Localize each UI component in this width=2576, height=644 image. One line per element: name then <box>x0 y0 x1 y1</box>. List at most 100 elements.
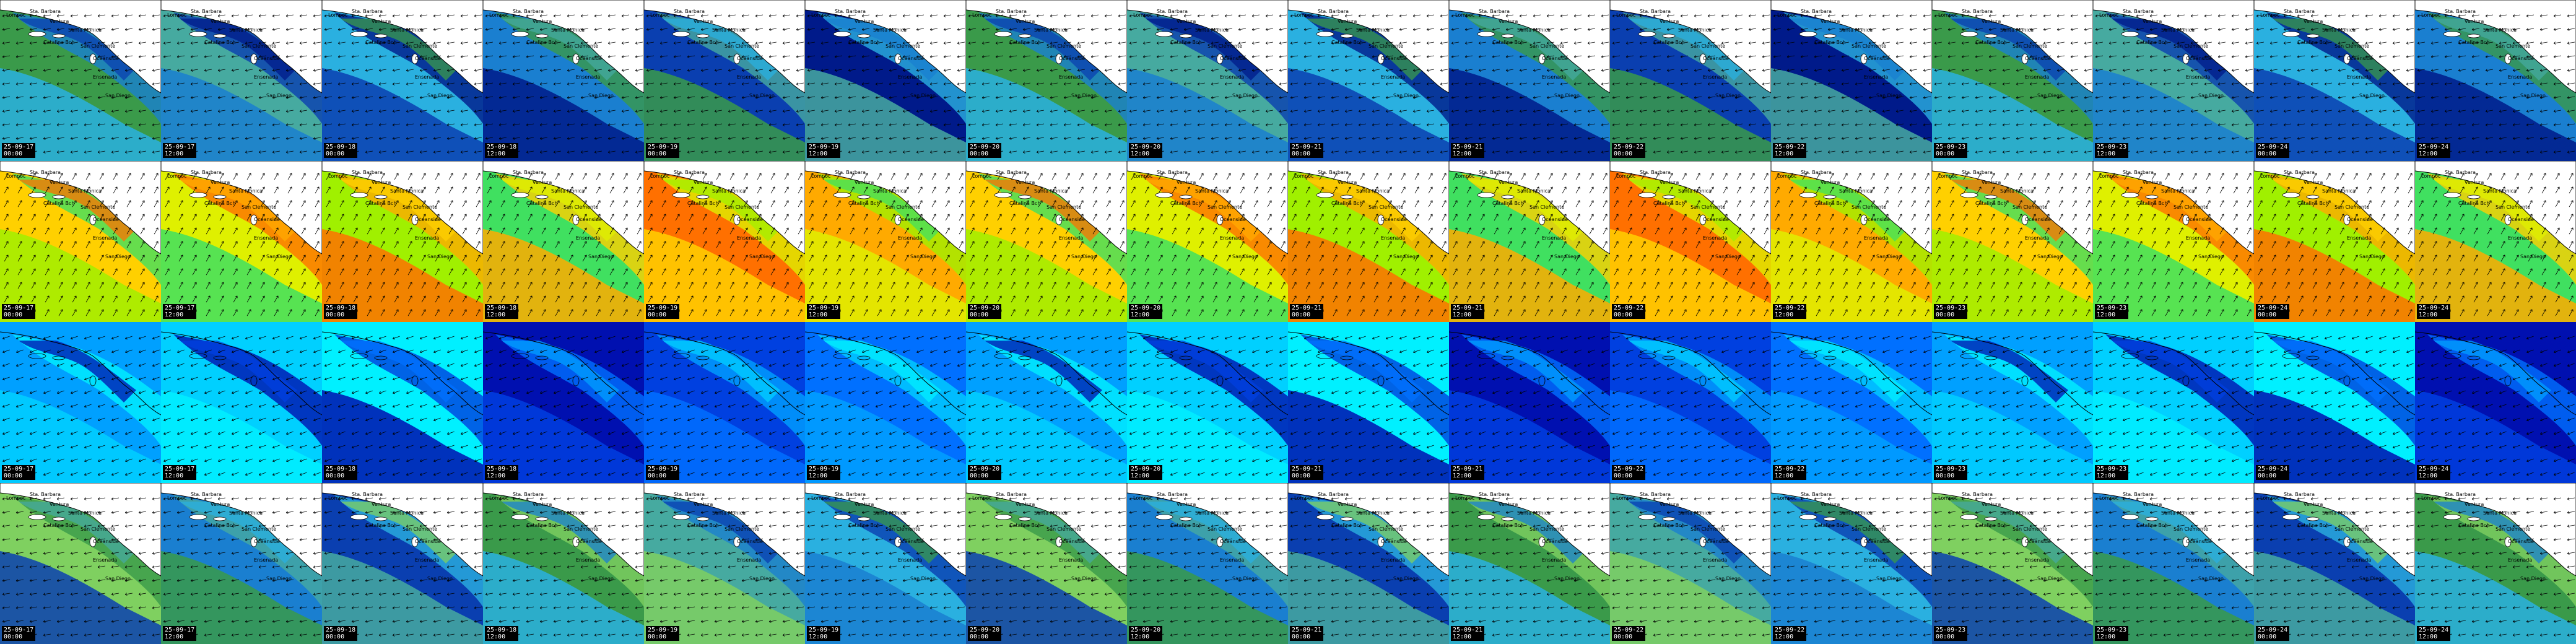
map-field <box>2254 161 2415 322</box>
place-label: Ensenada <box>254 235 278 241</box>
map-field <box>483 483 644 644</box>
place-label: San Clemente <box>1046 526 1081 532</box>
place-label: Ensenada <box>1381 557 1405 563</box>
place-label: Oceanside <box>576 217 602 222</box>
place-label: Ventura <box>2143 502 2162 507</box>
timestamp-label: 25-09-20 00:00 <box>968 304 1002 319</box>
timestamp-date: 25-09-21 <box>1292 627 1321 633</box>
place-label: Santa Monica <box>1839 188 1873 194</box>
map-field <box>1288 483 1449 644</box>
place-label: San Clemente <box>2334 204 2369 210</box>
place-label: Lompoc <box>2099 495 2118 501</box>
timestamp-date: 25-09-22 <box>1775 144 1804 150</box>
place-label: Ensenada <box>2347 74 2371 80</box>
place-label: Santa Monica <box>2161 188 2195 194</box>
place-label: Ensenada <box>737 557 761 563</box>
place-label: Sta. Barbara <box>2284 492 2315 497</box>
place-label: Oceanside <box>2025 56 2051 61</box>
map-field <box>644 322 805 483</box>
timestamp-date: 25-09-20 <box>970 466 999 472</box>
place-label: Ventura <box>2465 19 2484 24</box>
map-field <box>2254 322 2415 483</box>
place-label: Santa Monica <box>2000 510 2034 516</box>
map-field <box>2415 483 2576 644</box>
place-label: Sta. Barbara <box>191 9 222 14</box>
timestamp-time: 12:00 <box>2097 472 2126 479</box>
map-tile: Lompoc Sta. Barbara Ventura Santa Monica Cat… <box>966 483 1127 644</box>
place-label: San Clemente <box>2496 526 2530 532</box>
place-label: Sta. Barbara <box>513 170 544 175</box>
place-label: Sta. Barbara <box>513 492 544 497</box>
map-tile: Lompoc Sta. Barbara Ventura Santa Monica Cat… <box>1771 483 1932 644</box>
place-label: Lompoc <box>1777 495 1796 501</box>
place-label: Catalina Bch <box>687 40 718 45</box>
timestamp-date: 25-09-20 <box>970 305 999 311</box>
map-field <box>2254 483 2415 644</box>
place-label: Santa Monica <box>1356 27 1390 33</box>
place-label: Oceanside <box>1381 539 1407 544</box>
timestamp-time: 00:00 <box>1936 472 1965 479</box>
place-label: Ventura <box>1499 180 1518 185</box>
place-label: Catalina Bch <box>1814 523 1845 528</box>
place-label: Sta. Barbara <box>2284 9 2315 14</box>
timestamp-time: 12:00 <box>2419 150 2448 157</box>
place-label: Santa Monica <box>2483 510 2517 516</box>
map-field <box>483 161 644 322</box>
place-label: San Clemente <box>1046 204 1081 210</box>
timestamp-label: 25-09-24 00:00 <box>2256 304 2290 319</box>
place-label: Ventura <box>694 180 713 185</box>
timestamp-date: 25-09-23 <box>1936 627 1965 633</box>
timestamp-time: 12:00 <box>1775 311 1804 318</box>
place-label: Santa Monica <box>1678 27 1712 33</box>
place-label: Lompoc <box>1294 495 1313 501</box>
timestamp-label: 25-09-24 00:00 <box>2256 465 2290 480</box>
place-label: Oceanside <box>898 56 924 61</box>
timestamp-label: 25-09-17 12:00 <box>163 465 197 480</box>
timestamp-label: 25-09-19 12:00 <box>807 304 841 319</box>
map-field <box>161 322 322 483</box>
place-label: Ensenada <box>737 235 761 241</box>
timestamp-label: 25-09-19 12:00 <box>807 626 841 641</box>
place-label: Oceanside <box>1703 539 1729 544</box>
place-label: San Clemente <box>1852 43 1886 49</box>
map-tile: 25-09-17 00:00 <box>0 322 161 483</box>
map-tile: Lompoc Sta. Barbara Ventura Santa Monica Cat… <box>0 161 161 322</box>
timestamp-date: 25-09-23 <box>1936 466 1965 472</box>
map-tile: 25-09-22 00:00 <box>1610 322 1771 483</box>
place-label: San Clemente <box>724 43 759 49</box>
place-label: Sta. Barbara <box>1962 492 1993 497</box>
place-label: San Diego <box>1554 576 1580 581</box>
place-label: Lompoc <box>489 12 508 18</box>
map-field <box>0 0 161 161</box>
place-label: San Diego <box>2359 93 2385 98</box>
place-label: San Diego <box>1876 254 1902 259</box>
timestamp-date: 25-09-18 <box>487 305 516 311</box>
place-label: Ensenada <box>254 74 278 80</box>
timestamp-time: 00:00 <box>326 311 355 318</box>
place-label: Lompoc <box>1455 12 1474 18</box>
map-field <box>0 322 161 483</box>
place-label: Ensenada <box>576 557 600 563</box>
place-label: San Clemente <box>242 526 276 532</box>
place-label: Catalina Bch <box>365 523 396 528</box>
place-label: San Diego <box>1715 93 1741 98</box>
place-label: Oceanside <box>1542 56 1568 61</box>
place-label: San Diego <box>910 576 936 581</box>
timestamp-label: 25-09-19 12:00 <box>807 143 841 158</box>
place-label: San Clemente <box>2334 43 2369 49</box>
map-field <box>1932 0 2093 161</box>
timestamp-date: 25-09-17 <box>165 627 194 633</box>
map-tile: Lompoc Sta. Barbara Ventura Santa Monica Cat… <box>805 483 966 644</box>
place-label: Ensenada <box>2347 235 2371 241</box>
timestamp-label: 25-09-17 12:00 <box>163 143 197 158</box>
timestamp-date: 25-09-24 <box>2258 627 2287 633</box>
place-label: Lompoc <box>650 12 669 18</box>
place-label: Oceanside <box>2508 56 2534 61</box>
place-label: San Clemente <box>564 526 598 532</box>
place-label: Ensenada <box>93 557 117 563</box>
place-label: Catalina Bch <box>1331 523 1362 528</box>
place-label: San Clemente <box>80 43 115 49</box>
place-label: Catalina Bch <box>1170 523 1201 528</box>
place-label: Lompoc <box>1133 12 1152 18</box>
timestamp-date: 25-09-19 <box>809 144 838 150</box>
